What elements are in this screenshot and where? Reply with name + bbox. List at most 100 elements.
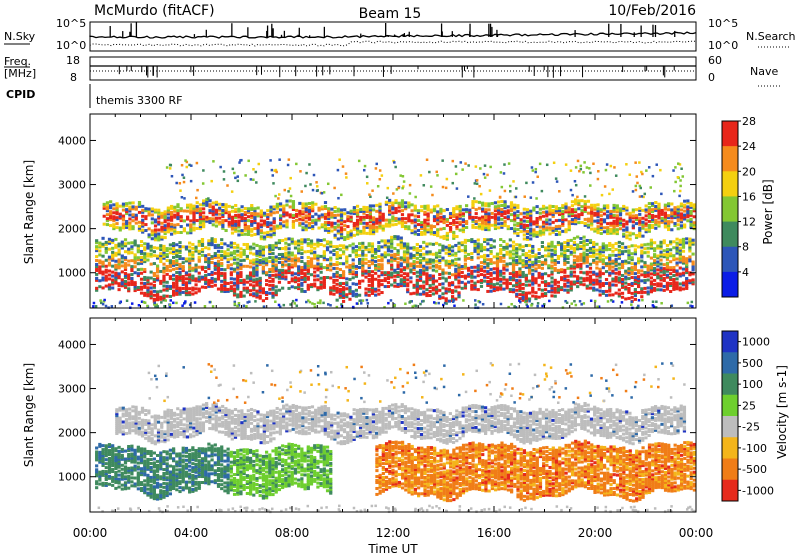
data-cell — [492, 289, 496, 293]
data-cell — [442, 234, 446, 238]
data-cell — [404, 207, 408, 211]
data-cell — [519, 230, 523, 234]
data-cell — [160, 227, 164, 231]
data-cell — [307, 209, 312, 213]
data-cell — [395, 188, 399, 191]
data-cell — [308, 163, 311, 166]
data-cell — [524, 251, 528, 255]
data-cell — [207, 257, 211, 261]
data-cell — [200, 267, 205, 271]
data-cell — [583, 204, 587, 208]
data-cell — [461, 214, 465, 218]
data-cell — [467, 164, 470, 167]
data-cell — [669, 254, 673, 258]
data-cell — [172, 273, 176, 277]
data-cell — [346, 215, 350, 219]
data-cell — [564, 228, 568, 232]
data-cell — [434, 287, 439, 291]
data-cell — [391, 207, 395, 211]
data-cell — [120, 244, 124, 248]
data-cell — [137, 228, 142, 232]
data-cell — [159, 258, 163, 262]
data-cell — [413, 220, 417, 224]
data-cell — [377, 280, 381, 284]
data-cell — [457, 281, 461, 285]
data-cell — [420, 232, 424, 236]
data-cell — [442, 227, 446, 231]
data-cell — [282, 210, 286, 214]
data-cell — [184, 287, 189, 291]
data-cell — [522, 207, 526, 211]
data-cell — [492, 287, 496, 291]
data-cell — [211, 219, 215, 223]
data-cell — [149, 270, 153, 274]
data-cell — [656, 262, 660, 266]
data-cell — [508, 254, 512, 258]
data-cell — [323, 206, 328, 210]
data-cell — [285, 213, 289, 217]
data-cell — [231, 167, 235, 171]
data-cell — [566, 280, 570, 284]
data-cell — [165, 272, 169, 276]
data-cell — [649, 264, 654, 268]
data-cell — [198, 219, 203, 223]
data-cell — [538, 225, 542, 229]
data-cell — [261, 257, 266, 261]
data-cell — [101, 270, 105, 274]
data-cell — [381, 226, 385, 230]
data-cell — [143, 285, 147, 289]
data-cell — [335, 254, 339, 258]
data-cell — [611, 253, 615, 257]
data-cell — [577, 199, 581, 203]
data-cell — [136, 246, 140, 250]
data-cell — [259, 235, 263, 239]
data-cell — [298, 209, 302, 213]
data-cell — [492, 267, 496, 271]
data-cell — [150, 217, 154, 221]
data-cell — [660, 210, 664, 214]
data-cell — [617, 266, 621, 270]
data-cell — [255, 281, 259, 285]
data-cell — [303, 276, 307, 280]
data-cell — [250, 229, 254, 233]
data-cell — [511, 260, 516, 264]
data-cell — [375, 162, 378, 166]
data-cell — [117, 262, 121, 266]
data-cell — [197, 251, 201, 255]
data-cell — [556, 290, 561, 294]
data-cell — [513, 217, 517, 221]
data-cell — [309, 283, 314, 287]
data-cell — [306, 267, 310, 271]
data-cell — [364, 247, 368, 251]
data-cell — [208, 211, 212, 215]
data-cell — [246, 219, 251, 223]
data-cell — [388, 198, 392, 202]
data-cell — [685, 279, 689, 283]
nsearch-label: N.Search — [746, 30, 796, 43]
data-cell — [239, 292, 243, 296]
data-cell — [588, 276, 593, 280]
data-cell — [246, 207, 251, 211]
data-cell — [194, 247, 198, 251]
data-cell — [420, 209, 424, 213]
data-cell — [399, 258, 403, 262]
data-cell — [473, 265, 477, 269]
data-cell — [473, 285, 477, 289]
data-cell — [572, 242, 577, 246]
data-cell — [577, 207, 581, 211]
data-cell — [157, 220, 161, 224]
data-cell — [438, 249, 442, 253]
data-cell — [121, 216, 126, 220]
data-cell — [351, 266, 355, 270]
data-cell — [468, 216, 472, 220]
data-cell — [242, 258, 246, 262]
data-cell — [590, 217, 594, 221]
data-cell — [327, 211, 331, 215]
data-cell — [374, 249, 378, 253]
data-cell — [516, 214, 520, 218]
data-cell — [402, 256, 407, 260]
data-cell — [109, 218, 113, 222]
data-cell — [173, 215, 177, 219]
data-cell — [370, 276, 375, 280]
data-cell — [434, 269, 439, 273]
